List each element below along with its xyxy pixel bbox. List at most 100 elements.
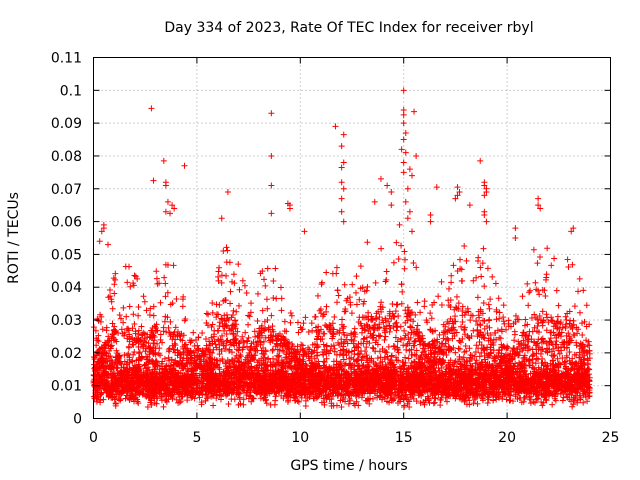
data-point bbox=[559, 355, 566, 362]
data-point bbox=[300, 320, 307, 327]
data-point bbox=[190, 329, 197, 336]
data-point bbox=[281, 318, 288, 325]
data-point bbox=[122, 263, 129, 270]
data-point bbox=[309, 327, 316, 334]
data-point bbox=[393, 319, 400, 326]
data-point bbox=[431, 399, 438, 406]
data-point bbox=[585, 393, 592, 400]
data-point bbox=[252, 333, 259, 340]
data-point bbox=[386, 328, 393, 335]
data-point bbox=[159, 339, 166, 346]
data-point bbox=[136, 349, 143, 356]
data-point bbox=[341, 281, 348, 288]
data-point bbox=[491, 329, 498, 336]
data-point bbox=[223, 331, 230, 338]
data-point bbox=[496, 315, 503, 322]
data-point bbox=[402, 354, 409, 361]
data-point bbox=[121, 332, 128, 339]
data-point bbox=[530, 246, 537, 253]
data-point bbox=[399, 288, 406, 295]
data-point bbox=[477, 322, 484, 329]
data-point bbox=[532, 279, 539, 286]
data-point bbox=[261, 354, 268, 361]
data-point bbox=[571, 303, 578, 310]
data-point bbox=[548, 262, 555, 269]
data-point bbox=[481, 283, 488, 290]
data-point bbox=[583, 302, 590, 309]
data-point bbox=[167, 318, 174, 325]
data-point bbox=[513, 370, 520, 377]
data-point bbox=[234, 328, 241, 335]
data-point bbox=[227, 288, 234, 295]
data-point bbox=[392, 320, 399, 327]
data-point bbox=[356, 296, 363, 303]
data-point bbox=[142, 348, 149, 355]
data-point bbox=[474, 294, 481, 301]
data-point bbox=[500, 318, 507, 325]
data-point bbox=[462, 342, 469, 349]
data-point bbox=[459, 318, 466, 325]
data-point bbox=[390, 259, 397, 266]
data-point bbox=[218, 315, 225, 322]
data-point bbox=[579, 320, 586, 327]
data-points bbox=[90, 87, 593, 411]
data-point bbox=[278, 307, 285, 314]
data-point bbox=[473, 342, 480, 349]
data-point bbox=[162, 280, 169, 287]
data-point bbox=[116, 312, 123, 319]
data-point bbox=[212, 341, 219, 348]
data-point bbox=[534, 260, 541, 267]
data-point bbox=[381, 337, 388, 344]
data-point bbox=[444, 318, 451, 325]
data-point bbox=[93, 342, 100, 349]
data-point bbox=[176, 399, 183, 406]
data-point bbox=[182, 315, 189, 322]
data-point bbox=[259, 307, 266, 314]
data-point bbox=[245, 334, 252, 341]
data-point bbox=[450, 262, 457, 269]
data-point bbox=[455, 300, 462, 307]
data-point bbox=[412, 311, 419, 318]
data-point bbox=[150, 303, 157, 310]
data-point bbox=[305, 344, 312, 351]
data-point bbox=[485, 301, 492, 308]
data-point bbox=[398, 300, 405, 307]
data-point bbox=[490, 397, 497, 404]
data-point bbox=[387, 325, 394, 332]
data-point bbox=[287, 309, 294, 316]
data-point bbox=[406, 404, 413, 411]
data-point bbox=[250, 339, 257, 346]
data-point bbox=[569, 261, 576, 268]
data-point bbox=[120, 319, 127, 326]
data-point bbox=[539, 402, 546, 409]
data-point bbox=[463, 257, 470, 264]
data-point bbox=[262, 282, 269, 289]
data-point bbox=[453, 293, 460, 300]
data-point bbox=[338, 404, 345, 411]
data-point bbox=[580, 399, 587, 406]
data-point bbox=[124, 279, 131, 286]
data-point bbox=[585, 338, 592, 345]
data-point bbox=[406, 366, 413, 373]
data-point bbox=[218, 279, 225, 286]
data-point bbox=[130, 311, 137, 318]
data-point bbox=[569, 403, 576, 410]
data-point bbox=[227, 300, 234, 307]
data-point bbox=[564, 256, 571, 263]
data-point bbox=[242, 329, 249, 336]
data-point bbox=[361, 298, 368, 305]
data-point bbox=[233, 308, 240, 315]
data-point bbox=[334, 299, 341, 306]
data-point bbox=[512, 312, 519, 319]
data-point bbox=[369, 344, 376, 351]
data-point bbox=[382, 333, 389, 340]
data-point bbox=[421, 298, 428, 305]
data-point bbox=[223, 272, 230, 279]
data-point bbox=[519, 293, 526, 300]
data-point bbox=[330, 342, 337, 349]
data-point bbox=[239, 333, 246, 340]
data-point bbox=[165, 354, 172, 361]
data-point bbox=[323, 355, 330, 362]
